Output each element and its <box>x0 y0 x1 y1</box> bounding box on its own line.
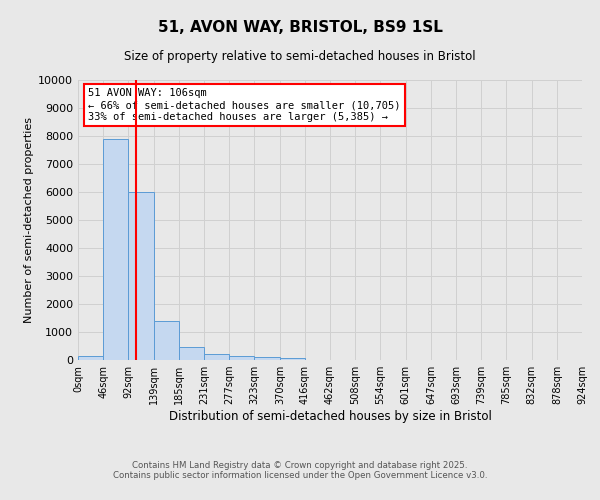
Bar <box>229 356 254 360</box>
Text: Contains HM Land Registry data © Crown copyright and database right 2025.
Contai: Contains HM Land Registry data © Crown c… <box>113 460 487 480</box>
Bar <box>254 357 280 360</box>
Bar <box>280 358 305 360</box>
Bar <box>78 356 103 360</box>
Bar <box>103 139 128 360</box>
Bar <box>128 192 154 360</box>
Text: 51 AVON WAY: 106sqm
← 66% of semi-detached houses are smaller (10,705)
33% of se: 51 AVON WAY: 106sqm ← 66% of semi-detach… <box>88 88 401 122</box>
Bar <box>154 321 179 360</box>
Text: 51, AVON WAY, BRISTOL, BS9 1SL: 51, AVON WAY, BRISTOL, BS9 1SL <box>158 20 442 35</box>
Y-axis label: Number of semi-detached properties: Number of semi-detached properties <box>24 117 34 323</box>
Bar <box>204 354 229 360</box>
Bar <box>179 346 204 360</box>
X-axis label: Distribution of semi-detached houses by size in Bristol: Distribution of semi-detached houses by … <box>169 410 491 423</box>
Text: Size of property relative to semi-detached houses in Bristol: Size of property relative to semi-detach… <box>124 50 476 63</box>
